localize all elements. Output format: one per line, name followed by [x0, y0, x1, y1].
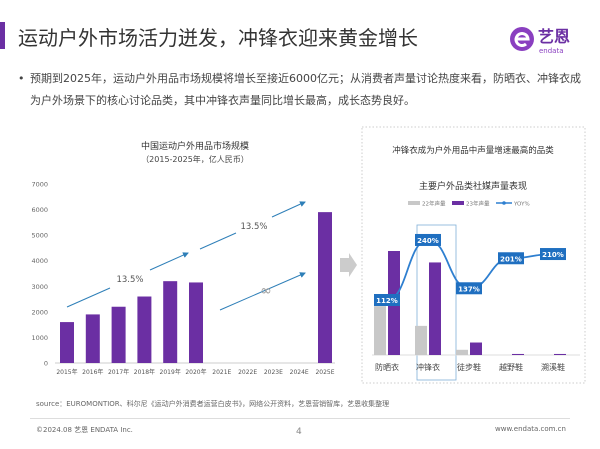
market-size-chart: 中国运动户外用品市场规模 （2015-2025年，亿人民币） 0 1000 2000… — [31, 140, 335, 376]
x-tick-label: 2016年 — [82, 368, 103, 376]
social-volume-chart: 冲锋衣成为户外用品中声量增速最高的品类 主要户外品类社媒声量表现 22年声量 2… — [361, 126, 586, 384]
panel-border — [361, 126, 586, 384]
category-label: 冲锋衣 — [416, 362, 440, 372]
x-tick-label: 2017年 — [108, 368, 129, 376]
yoy-label: 112% — [376, 297, 398, 305]
x-tick-label: 2021E — [212, 369, 231, 376]
growth-label-2: 13.5% — [240, 222, 267, 232]
summary-text: 预期到2025年，运动户外用品市场规模将增长至接近6000亿元；从消费者声量讨论… — [30, 72, 581, 107]
footer-divider — [30, 418, 570, 419]
yoy-label: 210% — [542, 251, 564, 259]
bar-23年声量-越野鞋 — [512, 353, 524, 355]
logo-sub: endata — [539, 47, 564, 55]
x-tick-label: 2015年 — [56, 368, 77, 376]
y-tick-label: 6000 — [31, 206, 48, 214]
x-tick-label: 2019年 — [160, 368, 181, 376]
bar-2015年 — [60, 322, 74, 363]
category-label: 越野鞋 — [499, 362, 523, 372]
bar-22年声量-冲锋衣 — [415, 325, 427, 355]
logo-text: 艺恩 — [538, 27, 570, 46]
y-tick-label: 1000 — [31, 334, 48, 342]
yoy-label-box — [374, 294, 400, 306]
legend-swatch-22 — [408, 201, 420, 205]
bar-2017年 — [111, 306, 126, 363]
yoy-label-box — [498, 252, 524, 265]
y-tick-label: 0 — [44, 360, 48, 368]
page-number: 4 — [296, 427, 302, 437]
title-accent-bar — [0, 22, 5, 49]
bar-2018年 — [137, 296, 152, 363]
yoy-label: 137% — [458, 285, 480, 293]
chart-title: 中国运动户外用品市场规模 — [141, 140, 249, 152]
legend: 22年声量 23年声量 YOY% — [408, 200, 530, 208]
legend-swatch-23 — [452, 201, 464, 205]
summary-bullet: • 预期到2025年，运动户外用品市场规模将增长至接近6000亿元；从消费者声量… — [18, 68, 588, 112]
growth-arrow-1b — [149, 252, 189, 271]
x-tick-label: 2025E — [315, 369, 334, 376]
bar-23年声量-冲锋衣 — [429, 262, 441, 355]
growth-arrow-2a — [199, 232, 237, 250]
x-tick-label: 2022E — [238, 369, 257, 376]
category-label: 溯溪鞋 — [541, 362, 565, 372]
category-label: 徒步鞋 — [457, 362, 481, 372]
y-tick-label: 2000 — [31, 308, 48, 316]
chart-subtitle: （2015-2025年，亿人民币） — [141, 154, 249, 164]
bar-23年声量-溯溪鞋 — [554, 353, 566, 355]
source-note: source：EUROMONTIOR、科尔尼《运动户外消费者运营白皮书》，网络公… — [36, 400, 390, 408]
bar-2019年 — [163, 281, 178, 363]
growth-arrow-1a — [66, 287, 111, 308]
growth-arrow-3 — [219, 272, 306, 311]
bar-23年声量-徒步鞋 — [470, 342, 482, 355]
yoy-label-box — [540, 248, 566, 261]
bar-22年声量-徒步鞋 — [456, 349, 468, 355]
chart-title: 主要户外品类社媒声量表现 — [419, 180, 527, 192]
yoy-label: 201% — [500, 255, 522, 263]
yoy-label-box — [456, 282, 482, 295]
bar-22年声量-防晒衣 — [374, 306, 386, 355]
x-tick-label: 2024E — [290, 369, 309, 376]
bullet-marker: • — [18, 72, 25, 85]
bar-2025E — [318, 212, 332, 363]
yoy-label: 240% — [417, 237, 439, 245]
highlight-box — [416, 224, 457, 381]
y-tick-label: 5000 — [31, 232, 48, 240]
legend-yoy: YOY% — [513, 202, 530, 208]
page-title: 运动户外市场活力迸发，冲锋衣迎来黄金增长 — [18, 26, 418, 50]
legend-22: 22年声量 — [422, 200, 446, 208]
infinity-label: ∞ — [260, 283, 272, 299]
endata-logo: 艺恩 endata — [508, 22, 588, 56]
bar-2020年 — [189, 282, 203, 363]
bar-2016年 — [85, 314, 100, 363]
y-tick-label: 7000 — [31, 181, 48, 189]
x-tick-label: 2018年 — [134, 368, 155, 376]
website-link[interactable]: www.endata.com.cn — [495, 425, 566, 433]
copyright: ©2024.08 艺恩 ENDATA Inc. — [36, 426, 133, 434]
y-tick-label: 3000 — [31, 283, 48, 291]
arrow-right-icon — [340, 253, 357, 277]
legend-23: 23年声量 — [466, 200, 490, 208]
x-tick-label: 2020年 — [185, 368, 206, 376]
category-label: 防晒衣 — [375, 362, 399, 372]
growth-arrow-2b — [271, 201, 306, 218]
panel-title: 冲锋衣成为户外用品中声量增速最高的品类 — [392, 145, 554, 156]
yoy-label-box — [415, 233, 441, 246]
growth-label-1: 13.5% — [116, 275, 143, 285]
y-tick-label: 4000 — [31, 257, 48, 265]
x-tick-label: 2023E — [264, 369, 283, 376]
